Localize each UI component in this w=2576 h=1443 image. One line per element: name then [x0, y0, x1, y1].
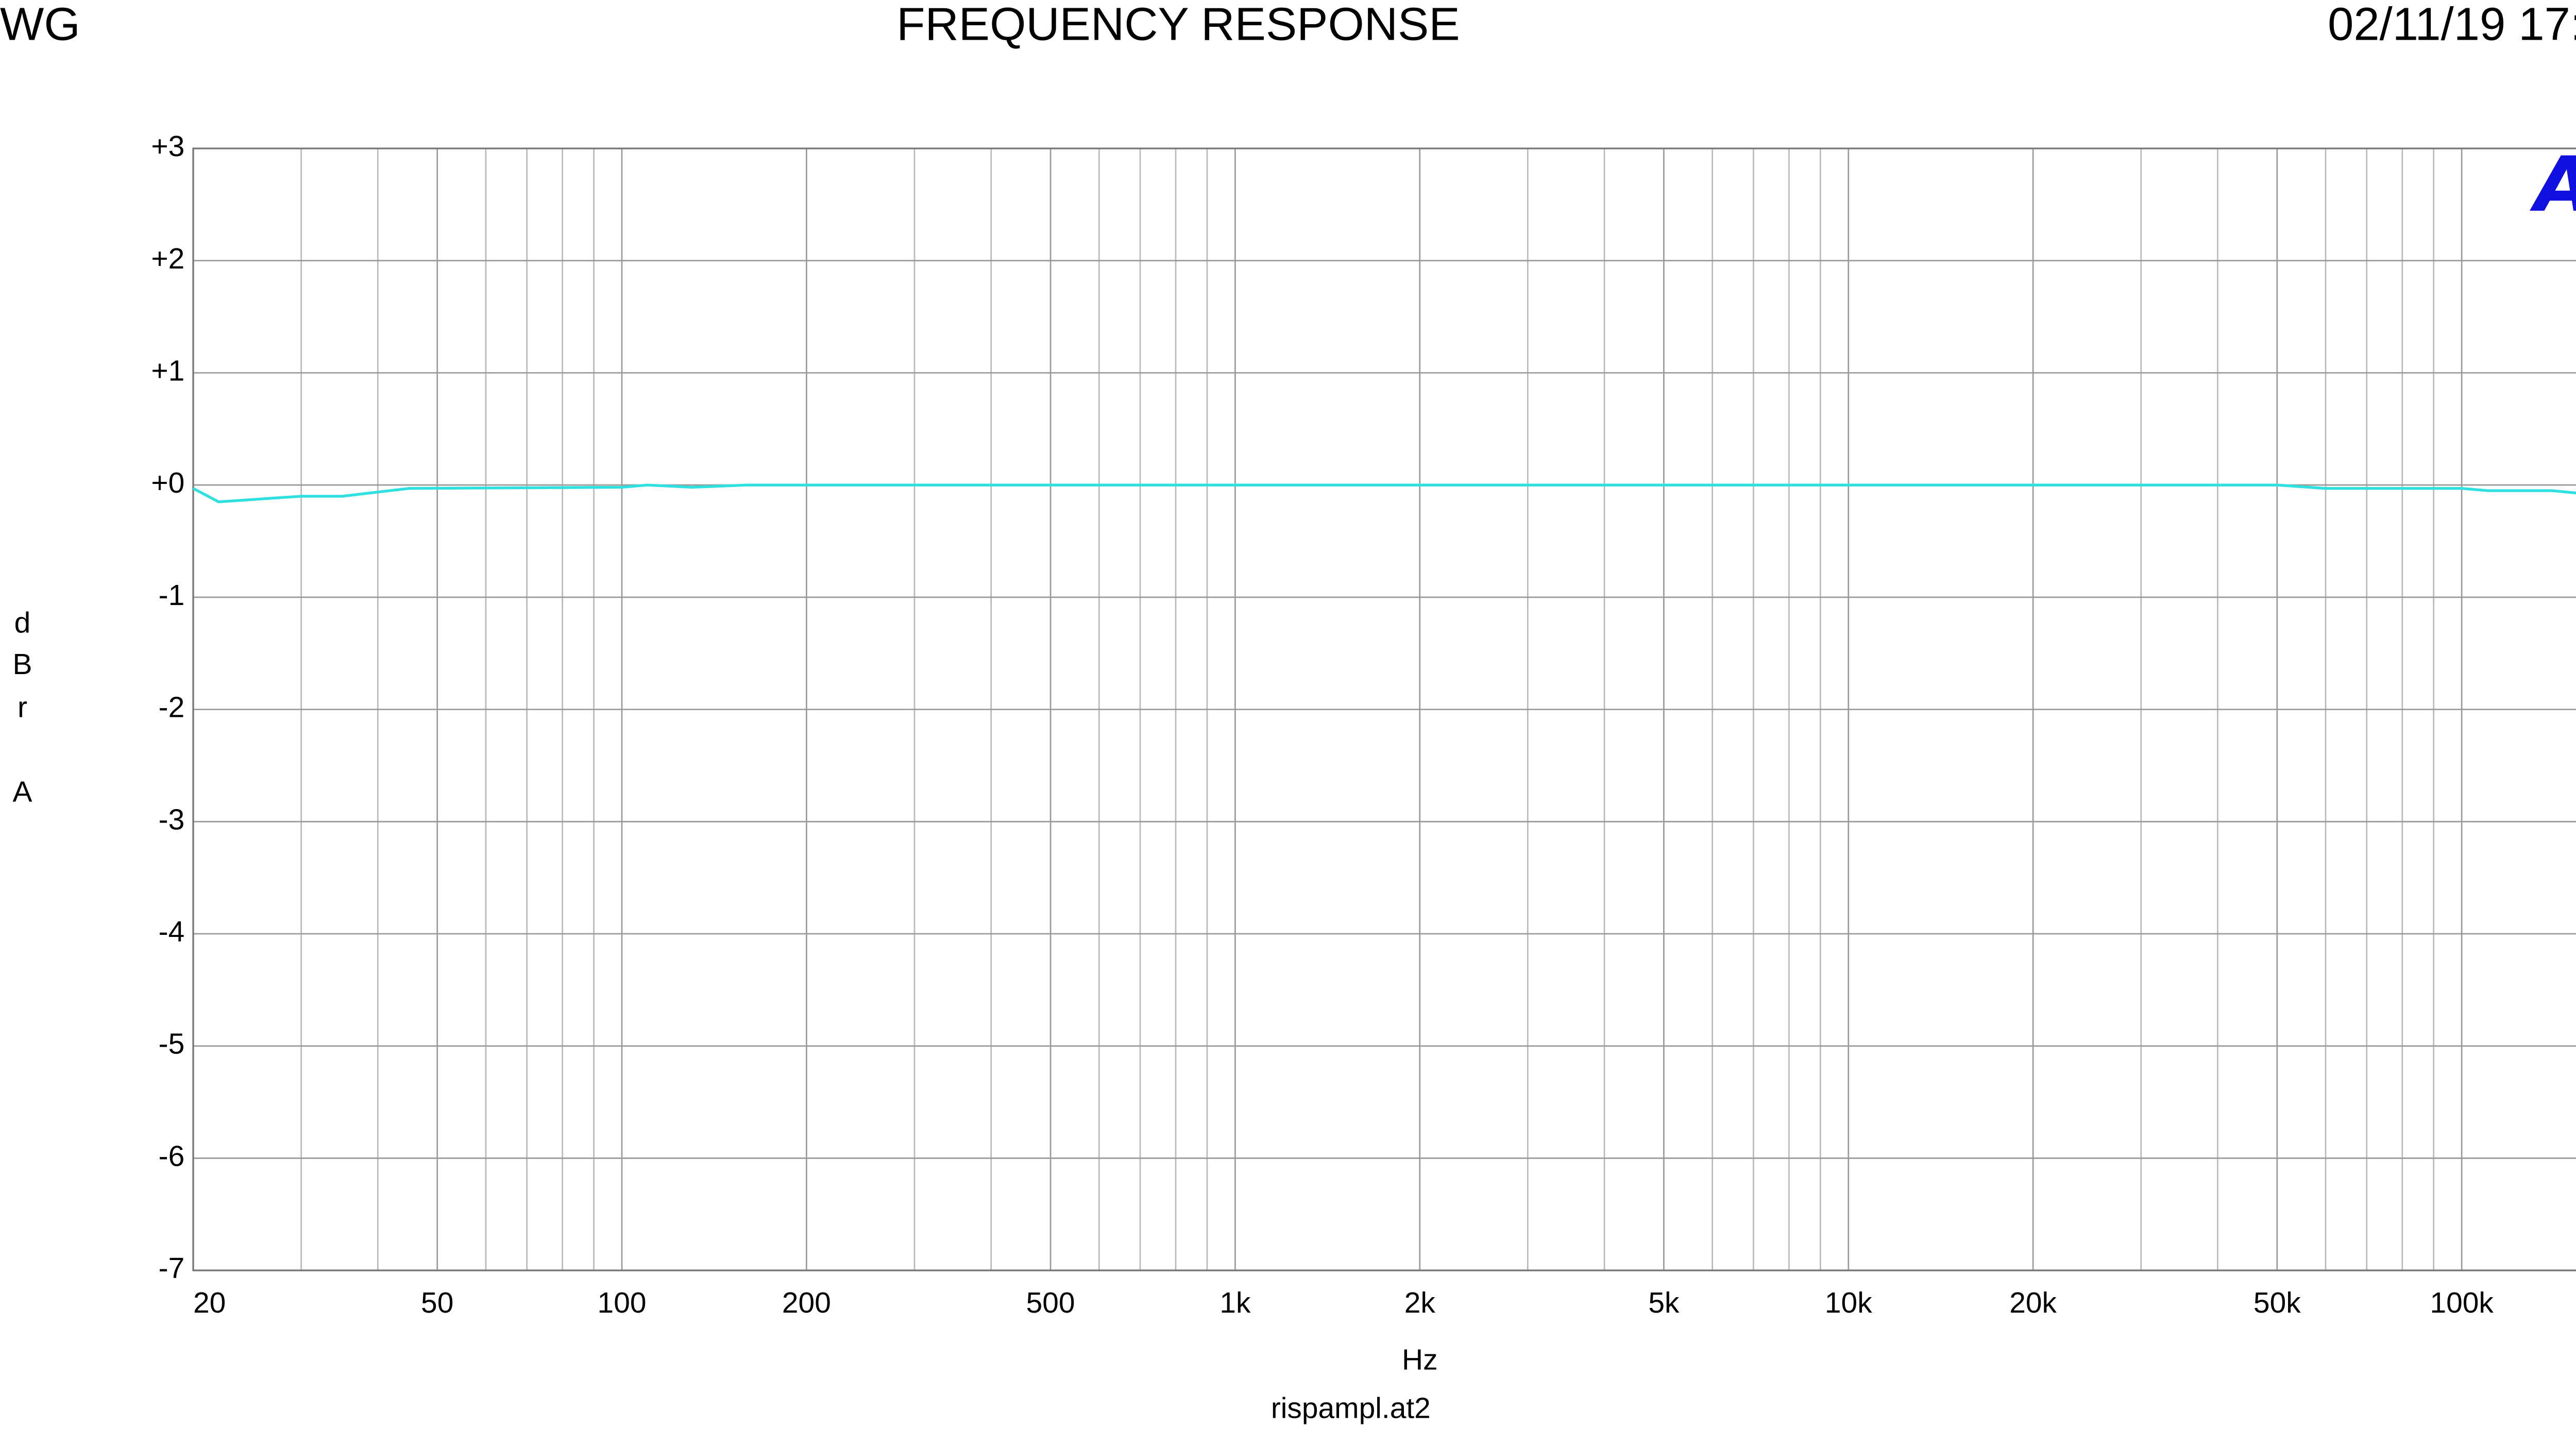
y-tick-label: +3: [151, 130, 184, 163]
x-tick-label: 100: [598, 1286, 647, 1319]
plot-frame: [192, 147, 2576, 1271]
y-tick-label: -6: [159, 1139, 185, 1172]
y-axis-label: r: [18, 691, 27, 724]
y-axis-label: B: [13, 648, 32, 681]
x-tick-label: 2k: [1404, 1286, 1436, 1319]
y-tick-label: -2: [159, 691, 185, 724]
x-tick-label: 5k: [1648, 1286, 1680, 1319]
y-tick-label: -4: [159, 915, 185, 948]
x-tick-label: 500: [1026, 1286, 1075, 1319]
header-left: WG: [0, 0, 80, 50]
x-tick-label: 20k: [2009, 1286, 2057, 1319]
logo: Ap: [2530, 140, 2576, 229]
x-tick-label: 1k: [1219, 1286, 1251, 1319]
x-tick-label: 200: [782, 1286, 831, 1319]
y-tick-label: -1: [159, 579, 185, 612]
x-axis-label: Hz: [1402, 1344, 1438, 1377]
y-axis-label: d: [14, 606, 31, 639]
x-tick-label: 10k: [1825, 1286, 1872, 1319]
y-axis-label: A: [13, 776, 32, 809]
x-tick-label: 50: [421, 1286, 453, 1319]
y-tick-label: +2: [151, 242, 184, 275]
x-tick-label: 20: [193, 1286, 226, 1319]
x-tick-label: 50k: [2253, 1286, 2301, 1319]
y-tick-label: -7: [159, 1252, 185, 1285]
timestamp: 02/11/19 17:13:44: [2328, 0, 2576, 50]
x-tick-label: 100k: [2430, 1286, 2494, 1319]
data-line: [192, 483, 2576, 504]
footer: rispampl.at2: [1271, 1391, 1431, 1424]
y-tick-label: +0: [151, 466, 184, 499]
y-tick-label: -3: [159, 803, 185, 836]
y-tick-label: -5: [159, 1028, 185, 1061]
y-tick-label: +1: [151, 354, 184, 387]
chart-title: FREQUENCY RESPONSE: [896, 0, 1460, 50]
